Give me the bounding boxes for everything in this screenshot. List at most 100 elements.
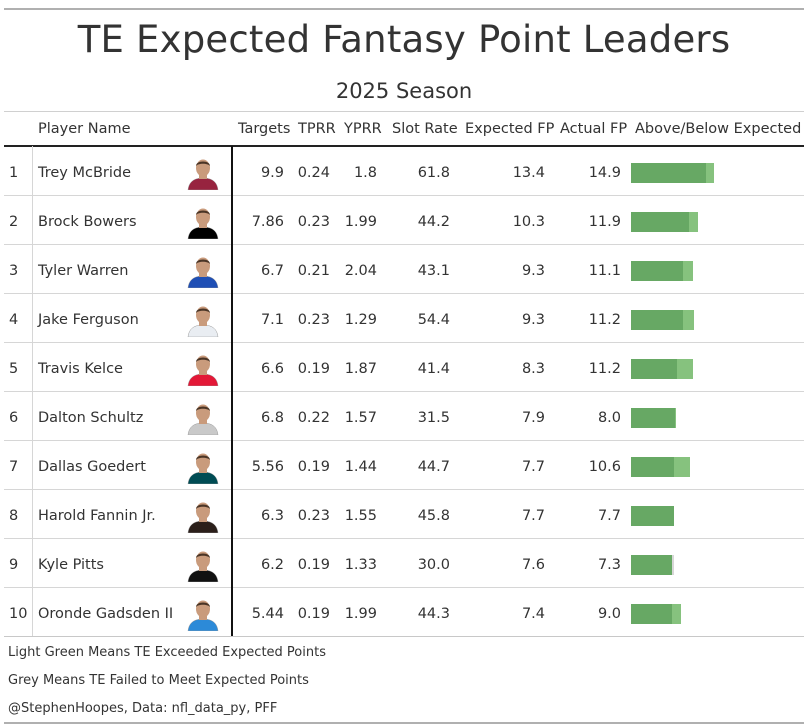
cell-tprr: 0.23 [297,312,330,328]
bar-expected [631,359,677,379]
credit-note: @StephenHoopes, Data: nfl_data_py, PFF [8,701,278,716]
cell-actual-fp: 7.7 [597,508,621,524]
col-header-actual-fp: Actual FP [560,121,628,137]
table-bottom-rule [4,636,804,637]
cell-tprr: 0.19 [297,361,330,377]
cell-yprr: 1.57 [344,410,377,426]
player-headshot-icon [187,502,219,533]
cell-player-name: Trey McBride [38,165,132,181]
cell-player-name: Dalton Schultz [38,410,144,426]
row-divider [4,195,804,196]
cell-player-name: Oronde Gadsden II [38,606,174,622]
row-divider [4,391,804,392]
header-top-rule [4,111,804,112]
col-header-above-below: Above/Below Expected [635,121,802,137]
cell-player-name: Dallas Goedert [38,459,146,475]
player-divider [231,146,233,637]
player-headshot-icon [187,404,219,435]
row-divider [4,440,804,441]
cell-player-name: Jake Ferguson [38,312,139,328]
cell-tprr: 0.19 [297,459,330,475]
cell-tprr: 0.23 [297,214,330,230]
table-row: 1 Trey McBride 9.9 0.24 1.8 61.8 13.4 14.9 [4,147,804,196]
table-row: 10 Oronde Gadsden II 5.44 0.19 1.99 44.3 7.4 9.… [4,588,804,637]
cell-yprr: 2.04 [344,263,377,279]
cell-tprr: 0.19 [297,606,330,622]
cell-yprr: 1.29 [344,312,377,328]
cell-slot-rate: 44.7 [417,459,450,475]
cell-expected-fp: 8.3 [521,361,545,377]
player-headshot-icon [187,257,219,288]
bar-above-expected [689,212,698,232]
row-divider [4,342,804,343]
col-header-slot-rate: Slot Rate [392,121,458,137]
cell-slot-rate: 54.4 [417,312,450,328]
cell-targets: 9.9 [260,165,284,181]
cell-yprr: 1.8 [353,165,377,181]
player-headshot-icon [187,159,219,190]
cell-yprr: 1.44 [344,459,377,475]
cell-slot-rate: 61.8 [417,165,450,181]
table-row: 2 Brock Bowers 7.86 0.23 1.99 44.2 10.3 11.9 [4,196,804,245]
cell-targets: 6.3 [260,508,284,524]
cell-actual-fp: 11.2 [588,361,621,377]
cell-yprr: 1.99 [344,214,377,230]
bar-expected [631,555,672,575]
table-row: 8 Harold Fannin Jr. 6.3 0.23 1.55 45.8 7.7 7.7 [4,490,804,539]
chart-title: TE Expected Fantasy Point Leaders [77,18,731,61]
player-headshot-icon [187,208,219,239]
bar-expected [631,506,674,526]
cell-slot-rate: 44.3 [417,606,450,622]
top-rule [4,8,804,10]
cell-targets: 5.44 [251,606,284,622]
cell-slot-rate: 44.2 [417,214,450,230]
cell-targets: 7.1 [260,312,284,328]
bar-expected [631,408,675,428]
cell-rank: 9 [9,557,19,573]
cell-rank: 2 [9,214,19,230]
cell-tprr: 0.24 [297,165,330,181]
cell-actual-fp: 7.3 [597,557,621,573]
bar-above-expected [683,310,694,330]
col-header-player: Player Name [38,121,131,137]
cell-tprr: 0.22 [297,410,330,426]
cell-targets: 6.8 [260,410,284,426]
bar-expected [631,212,689,232]
bar-above-expected [683,261,693,281]
cell-tprr: 0.23 [297,508,330,524]
table-row: 4 Jake Ferguson 7.1 0.23 1.29 54.4 9.3 11.2 [4,294,804,343]
cell-actual-fp: 11.2 [588,312,621,328]
cell-rank: 5 [9,361,19,377]
cell-expected-fp: 9.3 [521,263,545,279]
cell-expected-fp: 7.9 [521,410,545,426]
cell-rank: 7 [9,459,19,475]
row-divider [4,489,804,490]
cell-targets: 6.2 [260,557,284,573]
bottom-rule [4,722,804,724]
cell-expected-fp: 7.7 [521,508,545,524]
cell-actual-fp: 14.9 [588,165,621,181]
bar-expected [631,604,672,624]
col-header-tprr: TPRR [298,121,336,137]
col-header-yprr: YPRR [344,121,382,137]
player-headshot-icon [187,306,219,337]
cell-slot-rate: 41.4 [417,361,450,377]
cell-player-name: Kyle Pitts [38,557,104,573]
row-divider [4,244,804,245]
player-headshot-icon [187,600,219,631]
cell-expected-fp: 10.3 [512,214,545,230]
cell-player-name: Tyler Warren [38,263,129,279]
cell-yprr: 1.99 [344,606,377,622]
legend-note-grey: Grey Means TE Failed to Meet Expected Po… [8,673,309,688]
row-divider [4,587,804,588]
player-headshot-icon [187,551,219,582]
cell-rank: 3 [9,263,19,279]
player-headshot-icon [187,355,219,386]
cell-actual-fp: 9.0 [597,606,621,622]
cell-actual-fp: 11.1 [588,263,621,279]
bar-above-expected [675,408,676,428]
bar-above-expected [677,359,693,379]
col-header-expected-fp: Expected FP [465,121,555,137]
bar-expected [631,163,706,183]
cell-yprr: 1.87 [344,361,377,377]
